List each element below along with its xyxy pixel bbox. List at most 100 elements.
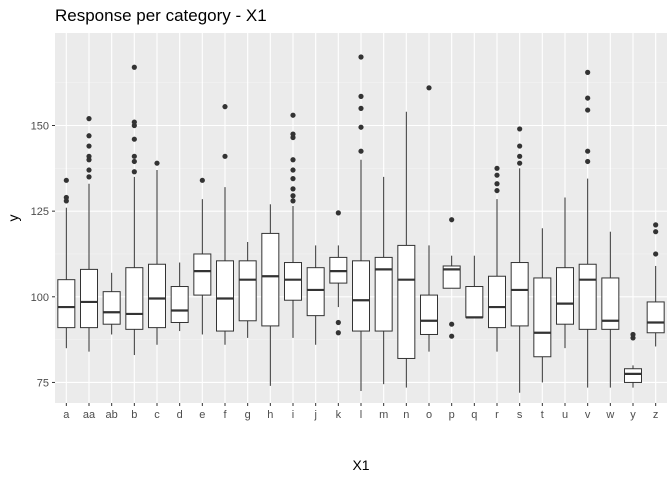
x-tick-label: ab [106, 409, 118, 421]
box-w [601, 231, 620, 388]
box-r [488, 165, 506, 352]
x-tick-label: f [223, 409, 227, 421]
box-n [397, 111, 416, 388]
x-tick-label: w [605, 409, 614, 421]
outlier-point [449, 333, 455, 339]
outlier-point [517, 160, 523, 166]
outlier-point [335, 210, 341, 216]
outlier-point [630, 331, 636, 338]
outlier-point [131, 64, 137, 70]
outlier-point [290, 193, 296, 199]
box-body [102, 291, 121, 325]
outlier-point [517, 153, 523, 159]
box-body [125, 267, 144, 330]
outlier-point [585, 107, 591, 113]
outlier-point [585, 158, 591, 165]
outlier-point [494, 172, 500, 178]
box-body [306, 267, 325, 317]
box-q [465, 255, 484, 319]
outlier-point [290, 112, 296, 118]
outlier-point [222, 104, 228, 110]
outlier-point [131, 119, 137, 125]
x-tick-label: g [245, 409, 251, 421]
outlier-point [358, 54, 364, 60]
box-body [193, 253, 212, 296]
box-a [57, 177, 76, 349]
x-tick-label: i [292, 409, 294, 421]
box-body [352, 260, 370, 332]
x-tick-label: r [495, 409, 499, 421]
box-body [510, 262, 529, 327]
outlier-point [86, 167, 92, 173]
x-tick-label: c [154, 409, 160, 421]
x-tick-label: aa [83, 409, 96, 421]
x-axis-label: X1 [352, 457, 369, 473]
x-tick-label: y [630, 409, 636, 421]
outlier-point [585, 69, 591, 75]
box-aa [80, 116, 98, 352]
x-tick-label: a [63, 409, 70, 421]
x-tick-label: k [336, 409, 342, 421]
outlier-point [653, 251, 659, 257]
outlier-point [290, 167, 296, 173]
outlier-point [290, 198, 296, 204]
outlier-point [449, 321, 455, 327]
outlier-point [494, 181, 500, 187]
box-m [374, 176, 393, 385]
outlier-point [358, 148, 364, 154]
box-j [306, 245, 325, 345]
y-tick-label: 100 [31, 292, 49, 304]
outlier-point [585, 95, 591, 101]
x-tick-label: o [426, 409, 432, 421]
x-tick-label: l [360, 409, 362, 421]
outlier-point [517, 143, 523, 149]
outlier-point [358, 124, 364, 130]
box-body [578, 263, 597, 330]
box-c [148, 160, 166, 345]
y-tick-label: 75 [37, 377, 49, 389]
outlier-point [222, 153, 228, 159]
outlier-point [494, 165, 500, 171]
outlier-point [131, 158, 137, 165]
outlier-point [86, 133, 92, 139]
outlier-point [358, 105, 364, 111]
x-tick-label: e [199, 409, 205, 421]
box-body [374, 256, 393, 332]
x-tick-label: v [585, 409, 591, 421]
outlier-point [358, 93, 364, 99]
box-body [216, 260, 234, 332]
boxes-layer [57, 54, 665, 393]
y-tick-label: 125 [31, 206, 49, 218]
outlier-point [585, 148, 591, 154]
outlier-point [86, 143, 92, 149]
outlier-point [653, 229, 659, 235]
box-body [465, 286, 484, 318]
outlier-point [154, 160, 160, 166]
box-body [148, 263, 166, 329]
x-tick-label: p [449, 409, 455, 421]
x-tick-label: j [313, 409, 316, 421]
box-ab [102, 272, 121, 335]
box-body [170, 286, 189, 323]
box-body [420, 294, 438, 335]
outlier-point [131, 153, 137, 159]
box-k [329, 210, 348, 336]
outlier-point [517, 126, 523, 132]
outlier-point [290, 186, 296, 192]
x-tick-label: b [131, 409, 137, 421]
outlier-point [335, 330, 341, 336]
box-body [556, 267, 574, 325]
box-body [57, 279, 76, 329]
outlier-point [86, 174, 92, 180]
box-i [284, 112, 302, 338]
outlier-point [426, 85, 432, 91]
x-tick-label: s [517, 409, 523, 421]
box-v [578, 69, 597, 388]
outlier-point [494, 187, 500, 194]
x-tick-label: n [403, 409, 409, 421]
box-body [533, 277, 552, 358]
x-tick-label: u [562, 409, 568, 421]
